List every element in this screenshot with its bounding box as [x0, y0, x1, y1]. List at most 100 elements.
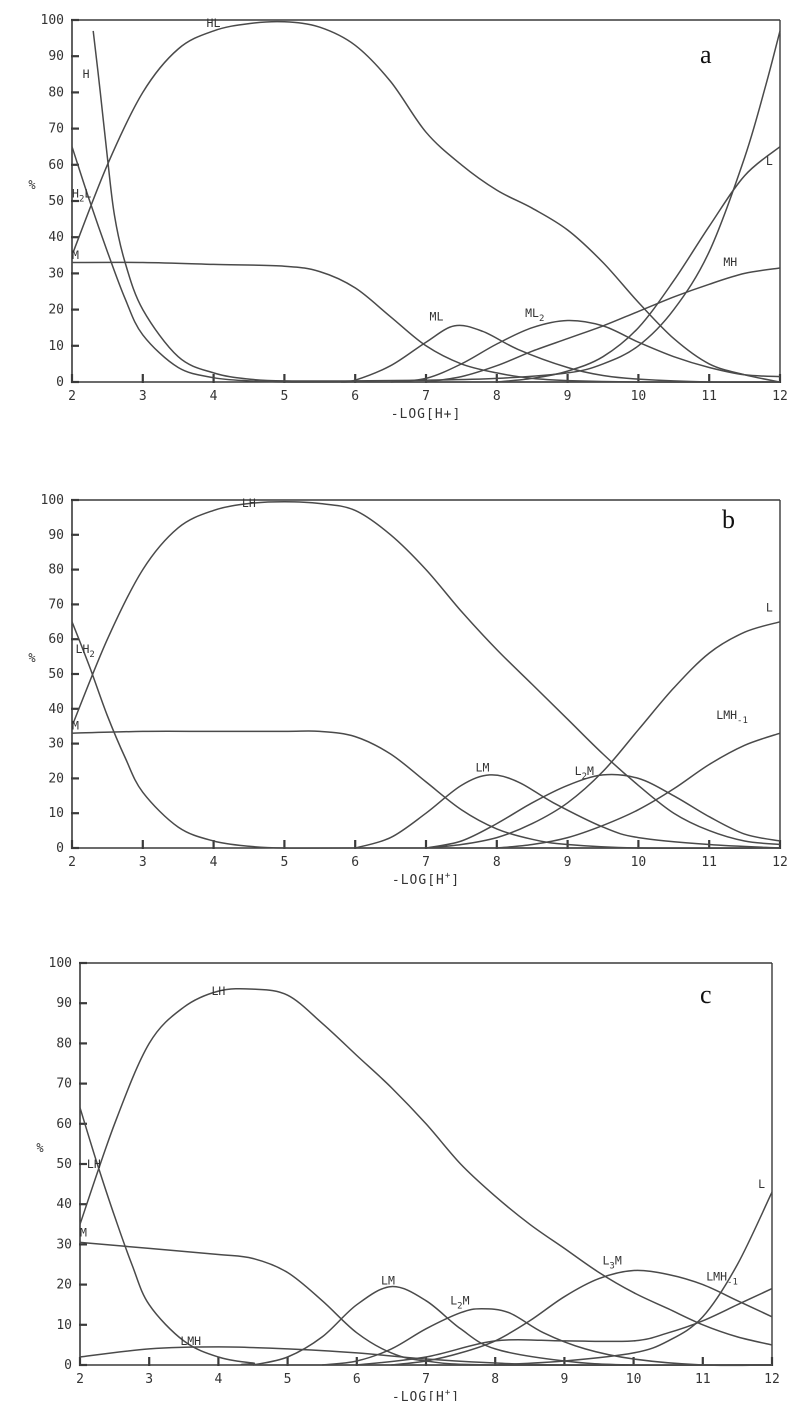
y-tick-label: 20 [48, 771, 64, 786]
species-label: LMH-1 [706, 1270, 738, 1288]
x-tick-label: 7 [422, 855, 430, 870]
panel-letter-label: a [700, 40, 712, 69]
y-tick-label: 60 [48, 158, 64, 173]
species-label: L3M [602, 1254, 621, 1272]
x-tick-label: 5 [284, 1372, 292, 1387]
species-label-main: L [575, 764, 582, 778]
y-tick-label: 70 [48, 597, 64, 612]
species-curve-l [425, 621, 781, 849]
species-label-suffix: M [615, 1254, 622, 1268]
y-tick-label: 20 [48, 303, 64, 318]
panel-b-chart: 0 10 20 30 40 50 60 70 80 90 100 2 3 4 5 6 7 8 9 10 11 12 -LOG… [28, 493, 787, 888]
y-tick-label: 100 [49, 956, 72, 971]
species-curve-hl [71, 20, 781, 383]
species-label: LH [87, 1157, 101, 1171]
x-axis-label-main: -LOG[H [392, 1390, 445, 1401]
species-curve-l [495, 1191, 773, 1366]
species-label-suffix: L [84, 186, 91, 200]
x-tick-label: 8 [491, 1372, 499, 1387]
species-label-subscript: 2 [457, 1302, 462, 1312]
species-label-main: L [450, 1294, 457, 1308]
y-tick-label: 10 [56, 1318, 72, 1333]
x-tick-label: 11 [701, 389, 717, 404]
species-label: H2L [72, 186, 91, 204]
y-axis-label: % [28, 178, 36, 192]
y-tick-label: 80 [56, 1036, 72, 1051]
y-tick-label: 30 [48, 737, 64, 752]
species-label: LMH [180, 1334, 201, 1348]
species-label: M [72, 719, 79, 733]
x-tick-label: 12 [764, 1372, 780, 1387]
species-curve-ml2 [390, 319, 781, 383]
species-label: L [766, 600, 773, 614]
x-tick-label: 3 [139, 389, 147, 404]
y-tick-label: 40 [56, 1197, 72, 1212]
x-tick-label: 6 [351, 855, 359, 870]
x-tick-label: 12 [772, 389, 788, 404]
species-label-main: LMH [706, 1270, 727, 1284]
species-label-subscript: 2 [582, 772, 587, 782]
x-axis-label: -LOG[H+] [392, 1388, 460, 1401]
y-tick-label: 100 [41, 13, 64, 28]
x-tick-label: 2 [76, 1372, 84, 1387]
species-curve-l2m [425, 773, 781, 849]
species-label-subscript: -1 [727, 1278, 738, 1288]
species-label-subscript: 2 [89, 650, 94, 660]
x-tick-label: 2 [68, 389, 76, 404]
species-curve-lmh-1 [496, 732, 781, 849]
y-tick-label: 100 [41, 493, 64, 508]
y-tick-label: 50 [48, 667, 64, 682]
x-tick-label: 7 [422, 389, 430, 404]
species-label-main: MH [723, 255, 737, 269]
species-label-subscript: 2 [79, 194, 84, 204]
species-curve-lh [79, 987, 773, 1346]
x-axis-label-main: -LOG[H+] [391, 407, 462, 422]
y-tick-label: 70 [48, 122, 64, 137]
x-tick-label: 9 [564, 389, 572, 404]
y-tick-label: 90 [48, 49, 64, 64]
y-tick-label: 30 [56, 1237, 72, 1252]
species-curve-lh2 [79, 1107, 773, 1366]
species-label-main: H [83, 67, 90, 81]
species-curve-m [71, 730, 781, 850]
panel-letter-label: c [700, 980, 712, 1009]
y-tick-label: 90 [48, 528, 64, 543]
x-axis-label: -LOG[H+] [391, 407, 462, 422]
y-tick-label: 60 [56, 1117, 72, 1132]
species-label: L [766, 154, 773, 168]
species-label: M [80, 1225, 87, 1239]
species-label: MH [723, 255, 737, 269]
species-curve-m [71, 261, 781, 383]
x-tick-label: 3 [145, 1372, 153, 1387]
y-tick-label: 30 [48, 266, 64, 281]
x-tick-label: 4 [210, 389, 218, 404]
x-tick-label: 10 [631, 389, 647, 404]
species-label: L [758, 1177, 765, 1191]
species-curve-h [92, 30, 781, 382]
species-label-subscript: 2 [539, 314, 544, 324]
species-label-suffix: M [463, 1294, 470, 1308]
y-tick-label: 50 [48, 194, 64, 209]
y-tick-label: 70 [56, 1077, 72, 1092]
species-label-main: H [72, 186, 79, 200]
x-tick-label: 4 [210, 855, 218, 870]
species-curve-l3m [391, 1269, 773, 1366]
y-axis-label: % [36, 1141, 44, 1155]
y-tick-label: 0 [56, 375, 64, 390]
x-axis-label: -LOG[H+] [392, 871, 460, 888]
species-label-main: LMH [180, 1334, 201, 1348]
panel-a-chart: 0 10 20 30 40 50 60 70 80 90 100 2 3 4 5 6 7 8 9 10 11 12 -LOG… [28, 13, 787, 422]
species-label: LM [381, 1274, 395, 1288]
species-label: HL [207, 16, 221, 30]
x-tick-label: 10 [626, 1372, 642, 1387]
species-label-main: LH [87, 1157, 101, 1171]
species-label: L2M [450, 1294, 469, 1312]
species-label-suffix: M [587, 764, 594, 778]
y-tick-label: 90 [56, 996, 72, 1011]
y-tick-label: 20 [56, 1278, 72, 1293]
species-label: LH2 [76, 642, 95, 660]
x-tick-label: 5 [280, 389, 288, 404]
species-label: L2M [575, 764, 594, 782]
y-tick-label: 60 [48, 632, 64, 647]
